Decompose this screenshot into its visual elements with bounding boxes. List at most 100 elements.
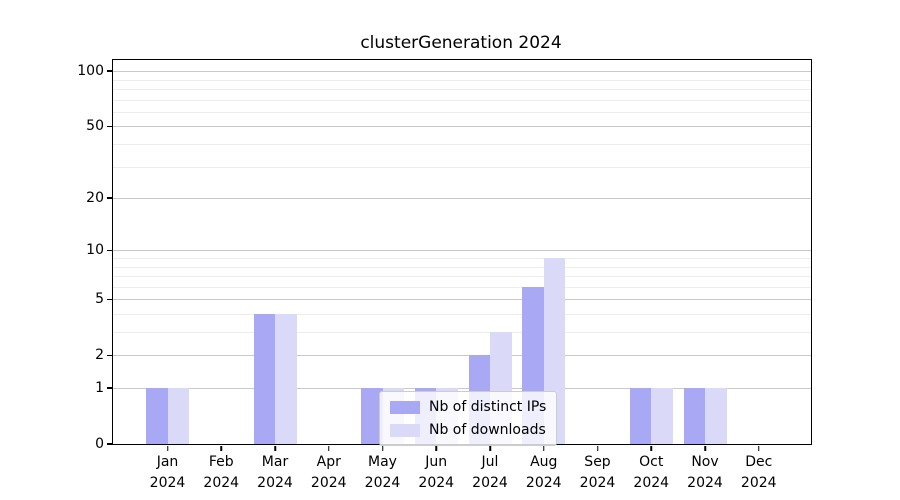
gridline-major [113, 388, 811, 389]
bar-downloads-nov [705, 388, 727, 444]
gridline-minor [113, 258, 811, 259]
gridline-minor [113, 79, 811, 81]
gridline-minor [113, 89, 811, 91]
x-tick-mark [489, 445, 491, 451]
x-tick-label-year: 2024 [257, 475, 293, 491]
x-tick-label-year: 2024 [579, 475, 616, 491]
x-tick-label-year: 2024 [633, 475, 670, 491]
plot-area: 0 1 2 5 10 20 50 100 Jan 2024 Feb 2024 Mar 2024 Apr 202… [77, 59, 812, 491]
x-tick-mark [704, 445, 706, 451]
y-tick-label: 100 [77, 63, 104, 80]
legend-item-downloads: Nb of downloads [390, 422, 546, 438]
x-tick-label: Aug 2024 [526, 452, 562, 494]
gridline-minor [113, 313, 811, 315]
x-tick-label-month: May [368, 454, 397, 470]
legend: Nb of distinct IPs Nb of downloads [379, 391, 558, 446]
x-tick-mark [758, 445, 760, 451]
gridline-minor [113, 332, 811, 334]
y-tick-label: 10 [86, 242, 104, 259]
x-tick-label-year: 2024 [364, 475, 401, 491]
gridline-major [113, 198, 811, 200]
x-tick-label-year: 2024 [525, 475, 562, 491]
axis-layer: 0 1 2 5 10 20 50 100 Jan 2024 Feb 2024 Mar 2024 Apr 202… [77, 60, 811, 491]
x-tick-label-month: Mar [261, 454, 289, 470]
gridline-minor [113, 286, 811, 288]
x-tick-label-month: Nov [691, 454, 719, 470]
bar-downloads-mar [275, 314, 297, 444]
x-tick-label: Apr 2024 [311, 452, 347, 494]
y-tick-label: 50 [86, 118, 104, 135]
x-tick-mark [274, 445, 276, 451]
x-tick-label: Jul 2024 [472, 452, 508, 494]
x-tick-label-year: 2024 [203, 475, 240, 491]
y-tick-label: 5 [95, 291, 104, 308]
x-tick-mark [328, 445, 330, 451]
y-tick-label: 2 [95, 347, 104, 364]
bar-distinct-ips-mar [253, 314, 275, 444]
gridlines-layer [113, 60, 811, 444]
bar-distinct-ips-may [361, 388, 383, 444]
x-tick-label: Jun 2024 [418, 452, 454, 494]
x-tick-label-month: Oct [639, 454, 664, 470]
x-tick-mark [596, 445, 599, 451]
gridline-minor [113, 111, 811, 113]
bar-downloads-jan [167, 388, 189, 444]
legend-swatch-distinct-ips [390, 400, 420, 414]
x-tick-label-year: 2024 [472, 475, 508, 491]
legend-label-downloads: Nb of downloads [429, 422, 546, 438]
x-tick-label-month: Dec [745, 454, 773, 470]
gridline-minor [113, 99, 811, 101]
legend-swatch-downloads [390, 423, 420, 437]
x-tick-label-month: Jul [481, 454, 499, 470]
gridline-minor [113, 266, 811, 268]
legend-item-distinct-ips: Nb of distinct IPs [390, 399, 546, 415]
gridline-minor [113, 144, 811, 146]
x-tick-mark [166, 445, 169, 451]
y-tick-mark [106, 125, 112, 128]
x-tick-mark [381, 445, 384, 451]
legend-label-distinct-ips: Nb of distinct IPs [429, 399, 547, 415]
x-tick-mark [220, 445, 222, 451]
gridline-minor [113, 166, 811, 168]
x-tick-label-year: 2024 [687, 475, 723, 491]
x-tick-label-month: Sep [584, 454, 611, 470]
gridline-major [113, 71, 811, 73]
chart-title: clusterGeneration 2024 [360, 33, 562, 53]
gridline-major [113, 299, 811, 301]
y-tick-mark [106, 197, 112, 199]
y-tick-label: 1 [95, 380, 104, 396]
y-tick-label: 20 [86, 190, 104, 207]
y-tick-mark [106, 443, 112, 445]
gridline-major [113, 250, 811, 252]
x-tick-label: Nov 2024 [687, 452, 723, 494]
x-tick-mark [650, 445, 652, 451]
y-tick-label: 0 [95, 436, 104, 452]
x-tick-mark [543, 445, 545, 451]
gridline-major [113, 126, 811, 128]
x-tick-label-month: Jun [425, 454, 448, 470]
x-tick-label-year: 2024 [740, 475, 777, 491]
x-tick-label-month: Jan [156, 454, 179, 470]
x-tick-label-month: Feb [208, 454, 234, 470]
x-tick-label: Jan 2024 [150, 452, 186, 494]
bar-distinct-ips-jan [146, 388, 168, 444]
x-tick-label-year: 2024 [310, 475, 347, 491]
y-tick-mark [106, 387, 112, 389]
y-tick-mark [106, 298, 112, 300]
gridline-major [113, 355, 811, 357]
x-tick-label: Oct 2024 [633, 452, 669, 494]
x-tick-label-month: Aug [530, 454, 558, 470]
x-tick-label: Sep 2024 [580, 452, 616, 494]
x-tick-label: Dec 2024 [741, 452, 777, 494]
bar-downloads-oct [651, 388, 673, 444]
y-tick-mark [106, 70, 112, 72]
y-tick-mark [106, 354, 112, 356]
x-tick-label: Feb 2024 [203, 452, 239, 494]
bar-distinct-ips-oct [629, 388, 652, 444]
gridline-minor [113, 276, 811, 278]
bars-layer [113, 60, 811, 444]
bar-distinct-ips-nov [683, 388, 705, 444]
x-tick-mark [435, 445, 437, 451]
x-tick-label-year: 2024 [418, 475, 455, 491]
